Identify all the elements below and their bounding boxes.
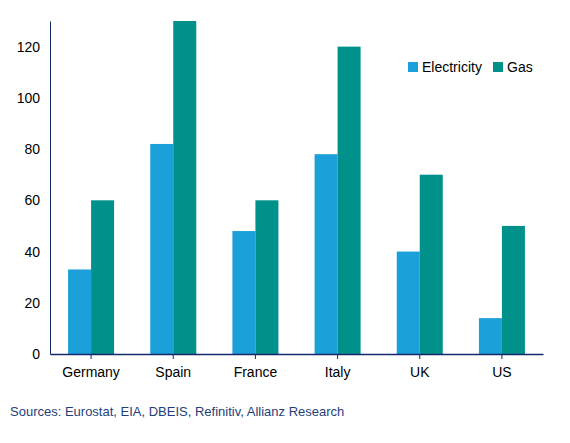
x-tick-mark (337, 354, 338, 359)
bar (315, 154, 338, 354)
x-tick-label: Spain (155, 364, 191, 380)
x-tick-label: Germany (62, 364, 120, 380)
chart: 0 20 40 60 80 100 120 Germany Spain France Italy UK… (0, 0, 570, 443)
x-tick-label: US (492, 364, 511, 380)
x-tick-mark (91, 354, 92, 359)
legend-swatch (408, 62, 418, 72)
y-tick: 120 (17, 39, 50, 55)
x-tick-mark (419, 354, 420, 359)
bar (173, 21, 196, 354)
x-tick: France (234, 354, 278, 380)
bar (502, 226, 525, 354)
legend-item: Electricity (408, 59, 482, 75)
y-axis: 0 20 40 60 80 100 120 (17, 22, 51, 362)
bar (420, 175, 443, 354)
legend-label: Gas (507, 59, 533, 75)
y-tick: 60 (24, 192, 50, 208)
y-tick-label: 100 (17, 90, 41, 106)
bar (68, 269, 91, 354)
x-axis: Germany Spain France Italy UK US (51, 354, 544, 380)
x-tick-mark (173, 354, 174, 359)
x-tick-mark (501, 354, 502, 359)
bar (255, 200, 278, 354)
bar-series (68, 144, 502, 354)
legend-item: Gas (493, 59, 533, 75)
bar (232, 231, 255, 354)
bar (91, 200, 114, 354)
legend-swatch (493, 62, 503, 72)
y-tick: 40 (24, 244, 50, 260)
x-tick-label: Italy (325, 364, 351, 380)
x-tick: Italy (325, 354, 351, 380)
y-tick-label: 0 (32, 346, 40, 362)
x-tick-label: France (234, 364, 278, 380)
bars (68, 21, 525, 354)
legend-label: Electricity (422, 59, 482, 75)
y-tick-label: 40 (24, 244, 40, 260)
y-axis-line (50, 22, 51, 355)
plot: 0 20 40 60 80 100 120 Germany Spain France Italy UK… (17, 21, 544, 380)
source: Sources: Eurostat, EIA, DBEIS, Refinitiv… (10, 404, 344, 419)
bar (397, 252, 420, 354)
bar (150, 144, 173, 354)
y-tick: 80 (24, 141, 50, 157)
y-tick-label: 120 (17, 39, 41, 55)
x-tick: US (492, 354, 511, 380)
y-tick: 20 (24, 295, 50, 311)
bar (338, 47, 361, 354)
y-tick-label: 60 (24, 192, 40, 208)
x-tick: UK (410, 354, 430, 380)
x-tick: Germany (62, 354, 120, 380)
y-tick-label: 20 (24, 295, 40, 311)
y-tick-label: 80 (24, 141, 40, 157)
legend: Electricity Gas (408, 59, 533, 75)
x-tick: Spain (155, 354, 191, 380)
x-tick-mark (255, 354, 256, 359)
bar-series (91, 21, 525, 354)
bar (479, 318, 502, 354)
x-axis-line (51, 354, 544, 356)
y-tick: 100 (17, 90, 50, 106)
y-tick: 0 (32, 346, 50, 362)
x-tick-label: UK (410, 364, 430, 380)
